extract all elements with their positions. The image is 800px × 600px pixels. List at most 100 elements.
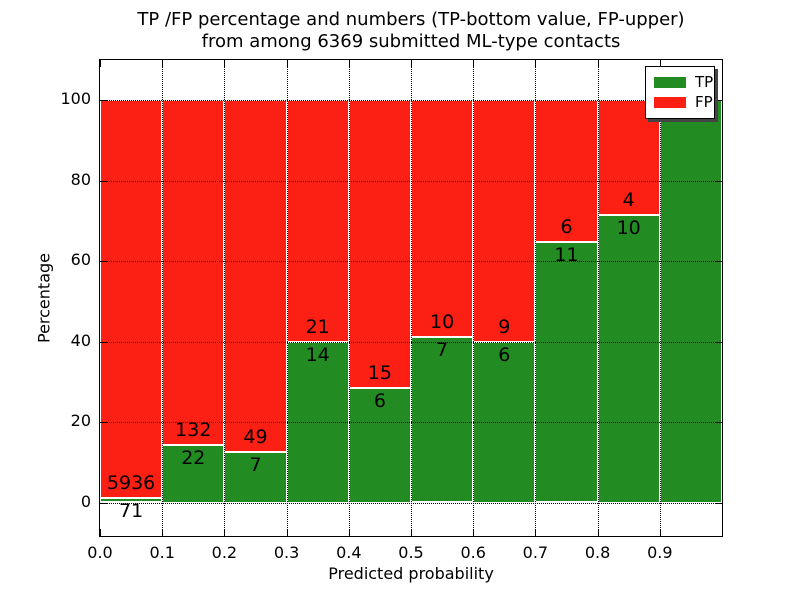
x-tick-mark [659, 529, 661, 536]
x-tick-label: 0.3 [273, 543, 300, 562]
v-gridline [411, 60, 412, 536]
x-tick-mark [224, 529, 226, 536]
x-tick-mark [597, 60, 599, 67]
x-tick-label: 0.6 [460, 543, 486, 562]
v-gridline [286, 60, 288, 536]
chart-title-line1: TP /FP percentage and numbers (TP-bottom… [137, 9, 685, 30]
x-tick-label: 0.1 [149, 543, 175, 562]
legend-label-fp: FP [695, 92, 713, 111]
fp-count-label: 5936 [106, 471, 156, 494]
tp-count-label: 10 [616, 217, 641, 239]
x-tick-label: 0.8 [584, 543, 611, 562]
chart-title: TP /FP percentage and numbers (TP-bottom… [99, 9, 723, 53]
x-tick-label: 0.7 [522, 543, 549, 562]
bar-segment-fp [411, 100, 474, 337]
tp-count-label: 6 [498, 343, 511, 366]
x-tick-mark [348, 529, 350, 536]
v-gridline [473, 60, 475, 536]
x-tick-mark [535, 60, 537, 67]
x-tick-mark [162, 60, 164, 67]
fp-swatch-icon [654, 96, 686, 108]
tp-count-label: 6 [373, 389, 386, 412]
y-tick-mark [715, 502, 722, 504]
tp-swatch-icon [654, 76, 686, 88]
x-tick-mark [473, 60, 475, 67]
bar-segment-fp [100, 100, 163, 498]
x-tick-mark [473, 529, 475, 536]
fp-count-label: 15 [367, 361, 392, 384]
bar-segment-fp [286, 100, 349, 342]
x-tick-mark [411, 529, 412, 536]
chart-title-line2: from among 6369 submitted ML-type contac… [201, 31, 621, 52]
x-tick-mark [286, 529, 288, 536]
bar-segment-tp [659, 100, 722, 503]
plot-area: 5936711322249721141561079661141055 [99, 59, 723, 537]
x-tick-mark [100, 529, 101, 536]
tp-count-label: 11 [554, 244, 579, 267]
y-tick-mark [100, 100, 107, 101]
y-tick-mark [100, 180, 107, 182]
x-tick-mark [411, 60, 412, 67]
legend-label-tp: TP [695, 72, 714, 91]
tp-count-label: 7 [249, 454, 262, 477]
y-tick-mark [100, 261, 107, 262]
fp-count-label: 132 [175, 419, 212, 441]
y-tick-label: 40 [70, 330, 91, 350]
v-gridline [535, 60, 537, 536]
y-tick-mark [715, 100, 722, 101]
bar-segment-tp [100, 497, 163, 503]
fp-count-label: 10 [430, 310, 455, 333]
y-tick-label: 0 [80, 491, 91, 511]
x-tick-label: 0.0 [87, 543, 113, 562]
bar-segment-fp [162, 100, 225, 445]
bar-segment-fp [473, 100, 536, 342]
y-tick-label: 100 [60, 89, 91, 108]
x-tick-label: 0.5 [398, 543, 424, 562]
x-tick-label: 0.4 [336, 543, 362, 562]
bar-segment-tp [348, 387, 411, 503]
y-tick-label: 60 [70, 250, 91, 269]
x-tick-mark [535, 529, 537, 536]
x-tick-mark [597, 529, 599, 536]
y-tick-mark [715, 422, 722, 423]
bar-segment-fp [535, 100, 598, 243]
bar-segment-fp [224, 100, 287, 453]
bar-segment-fp [597, 100, 660, 215]
x-tick-mark [286, 60, 288, 67]
v-gridline [348, 60, 350, 536]
x-tick-mark [659, 60, 661, 67]
bar-segment-tp [411, 336, 474, 503]
bar-segment-tp [162, 445, 225, 503]
fp-count-label: 4 [622, 189, 635, 211]
y-tick-mark [100, 502, 107, 504]
y-tick-label: 20 [70, 411, 91, 430]
tp-count-label: 71 [119, 499, 144, 522]
y-tick-mark [715, 261, 722, 262]
y-tick-mark [100, 341, 107, 343]
tp-count-label: 14 [305, 343, 330, 366]
fp-count-label: 9 [498, 315, 511, 338]
tp-count-label: 22 [181, 447, 206, 469]
x-tick-mark [224, 60, 226, 67]
legend-entry-tp: TP [654, 72, 713, 92]
fp-count-label: 49 [243, 426, 268, 449]
legend: TP FP [645, 66, 715, 119]
y-tick-label: 80 [70, 169, 91, 189]
x-tick-mark [100, 60, 101, 67]
fp-count-label: 21 [305, 315, 330, 338]
bar-segment-tp [597, 215, 660, 503]
y-tick-mark [715, 341, 722, 343]
y-tick-mark [715, 180, 722, 182]
v-gridline [597, 60, 599, 536]
fp-count-label: 6 [560, 216, 573, 239]
tp-count-label: 7 [436, 338, 449, 361]
v-gridline [659, 60, 661, 536]
bar-segment-fp [348, 100, 411, 388]
x-tick-label: 0.9 [647, 543, 673, 562]
x-tick-mark [348, 60, 350, 67]
v-gridline [224, 60, 226, 536]
v-gridline [162, 60, 164, 536]
x-tick-mark [162, 529, 164, 536]
x-axis-label: Predicted probability [328, 564, 494, 583]
